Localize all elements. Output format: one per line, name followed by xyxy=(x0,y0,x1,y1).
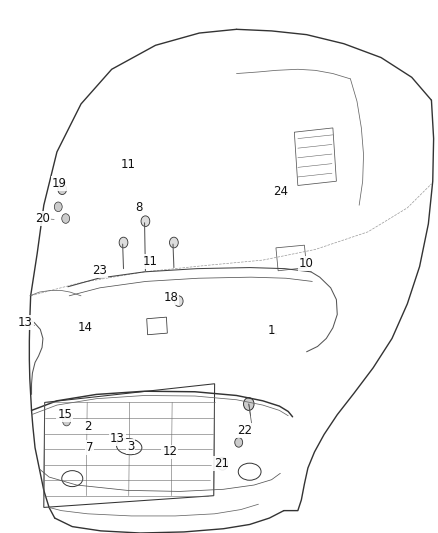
Circle shape xyxy=(54,202,62,212)
Text: 13: 13 xyxy=(110,432,125,445)
Circle shape xyxy=(141,216,150,227)
Text: 19: 19 xyxy=(52,177,67,190)
Circle shape xyxy=(244,398,254,410)
Text: 3: 3 xyxy=(127,440,134,453)
Text: 2: 2 xyxy=(84,420,92,433)
Text: 23: 23 xyxy=(92,264,107,277)
Text: 20: 20 xyxy=(35,212,50,225)
Text: 18: 18 xyxy=(163,291,178,304)
Text: 1: 1 xyxy=(268,324,276,337)
Circle shape xyxy=(63,416,71,426)
Text: 24: 24 xyxy=(273,185,288,198)
Text: 14: 14 xyxy=(78,321,93,334)
Circle shape xyxy=(174,296,183,306)
Text: 22: 22 xyxy=(237,424,252,437)
Text: 11: 11 xyxy=(142,255,157,268)
Circle shape xyxy=(62,214,70,223)
Text: 15: 15 xyxy=(57,408,72,421)
Text: 10: 10 xyxy=(299,257,314,270)
Text: 12: 12 xyxy=(162,446,177,458)
Text: 8: 8 xyxy=(136,201,143,214)
Text: 11: 11 xyxy=(121,158,136,171)
Circle shape xyxy=(58,184,67,195)
Text: 7: 7 xyxy=(86,441,94,454)
Circle shape xyxy=(119,237,128,248)
Text: 13: 13 xyxy=(18,316,33,329)
Circle shape xyxy=(170,237,178,248)
Circle shape xyxy=(235,438,243,447)
Circle shape xyxy=(217,457,228,470)
Text: 21: 21 xyxy=(214,457,229,470)
